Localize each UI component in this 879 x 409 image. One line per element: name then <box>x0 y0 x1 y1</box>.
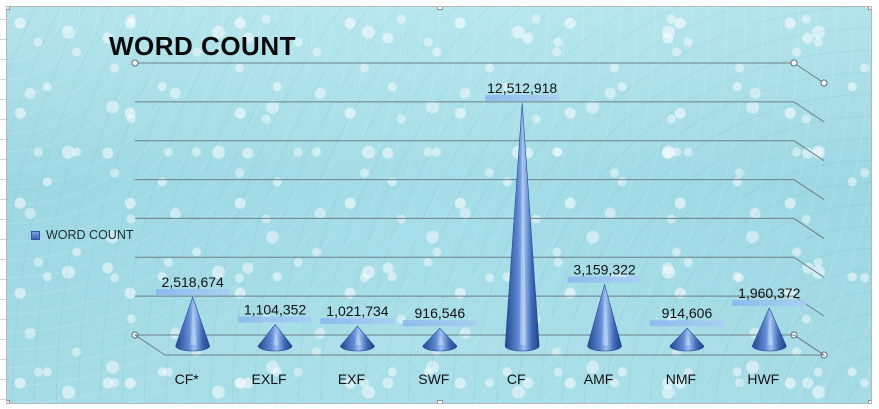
cone-exlf[interactable] <box>257 324 293 352</box>
resize-handle-bottom-left[interactable] <box>7 400 10 403</box>
resize-handle-top-right[interactable] <box>868 7 871 10</box>
tick-label[interactable]: HWF <box>747 371 779 387</box>
gridline-depth <box>793 256 825 278</box>
cone-nmf[interactable] <box>669 327 705 352</box>
data-label-band <box>485 94 560 101</box>
cone-body[interactable] <box>587 283 622 352</box>
cone-amf[interactable] <box>587 283 622 352</box>
cones <box>175 102 787 352</box>
data-label-band <box>567 276 642 283</box>
cone-highlight <box>684 334 691 345</box>
legend-swatch <box>31 230 40 240</box>
tick-label[interactable]: NMF <box>666 371 696 387</box>
cone-exf[interactable] <box>340 325 375 352</box>
gridline-depth <box>793 140 825 162</box>
cone-cf-star[interactable] <box>175 296 210 352</box>
plot-area-handle[interactable] <box>820 79 828 87</box>
plot-area[interactable]: 2,518,674 1,104,352 1,021,734 916,546 12,512… <box>7 7 872 404</box>
tick-label[interactable]: CF* <box>175 371 200 387</box>
category-axis: CF* EXLF EXF SWF CF AMF NMF HWF <box>175 371 780 387</box>
cone-swf[interactable] <box>422 327 458 352</box>
cone-highlight <box>602 290 609 345</box>
cone-highlight <box>355 332 362 345</box>
resize-handle-bottom-right[interactable] <box>868 400 871 403</box>
legend[interactable]: WORD COUNT <box>31 228 134 242</box>
tick-label[interactable]: SWF <box>418 371 449 387</box>
gridline-depth <box>793 218 825 239</box>
tick-label[interactable]: EXF <box>338 371 365 387</box>
data-label[interactable]: 1,960,372 <box>738 285 800 301</box>
cone-body[interactable] <box>340 325 375 352</box>
data-label[interactable]: 1,104,352 <box>244 302 306 318</box>
data-label-band <box>732 299 807 306</box>
tick-label[interactable]: CF <box>507 371 526 387</box>
cone-body[interactable] <box>752 307 787 352</box>
gridline-depth <box>793 101 825 123</box>
chart-area[interactable]: WORD COUNT WORD COUNT 2,518,674 1,104,352… <box>6 6 872 404</box>
cone-body[interactable] <box>422 327 458 352</box>
data-label[interactable]: 1,021,734 <box>326 303 388 319</box>
resize-handle-top-left[interactable] <box>7 7 10 10</box>
cone-hwf[interactable] <box>752 307 787 352</box>
cone-body[interactable] <box>175 296 210 352</box>
gridlines <box>131 59 828 359</box>
chart-floor <box>133 334 826 356</box>
sheet-grid-strip <box>0 0 6 409</box>
data-label-band <box>402 320 477 327</box>
plot-area-handle[interactable] <box>790 59 798 67</box>
gridline-depth <box>793 179 825 200</box>
data-label-band <box>649 320 724 327</box>
data-label[interactable]: 914,606 <box>662 305 713 321</box>
data-label[interactable]: 916,546 <box>415 305 466 321</box>
data-label[interactable]: 2,518,674 <box>162 274 224 290</box>
cone-highlight <box>520 108 527 345</box>
data-label-band <box>155 289 230 296</box>
tick-label[interactable]: EXLF <box>252 371 287 387</box>
cone-highlight <box>767 313 774 345</box>
data-label-band <box>238 316 313 323</box>
cone-body[interactable] <box>669 327 705 352</box>
data-label-band <box>320 318 395 325</box>
data-labels: 2,518,674 1,104,352 1,021,734 916,546 12,512… <box>155 80 807 327</box>
cone-cf[interactable] <box>504 102 540 352</box>
data-label[interactable]: 3,159,322 <box>573 262 635 278</box>
tick-label[interactable]: AMF <box>584 371 614 387</box>
cone-body[interactable] <box>257 324 293 352</box>
cone-body[interactable] <box>504 102 540 352</box>
resize-handle-bottom-center[interactable] <box>437 400 443 403</box>
data-label[interactable]: 12,512,918 <box>487 80 557 96</box>
gridline-depth <box>793 62 825 84</box>
resize-handle-top-center[interactable] <box>437 7 443 10</box>
cone-highlight <box>190 303 197 345</box>
legend-label: WORD COUNT <box>46 228 134 242</box>
chart-title[interactable]: WORD COUNT <box>109 31 296 61</box>
cone-highlight <box>273 330 280 345</box>
plot-area-handle[interactable] <box>131 59 139 67</box>
cone-highlight <box>437 334 444 345</box>
gridline-depth <box>793 295 825 317</box>
